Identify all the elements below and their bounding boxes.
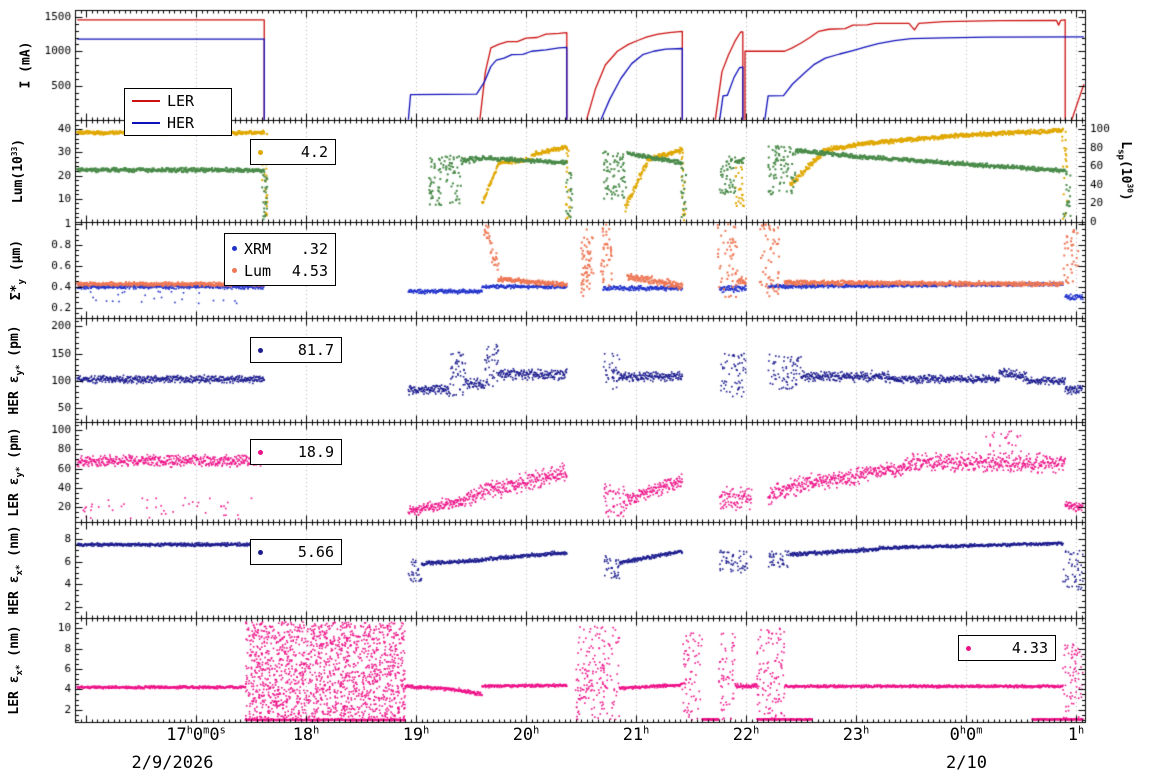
ler-ex-value: 4.33 [1011, 639, 1048, 657]
luminosity-legend: 4.2 [250, 139, 336, 165]
xtick-20h: 20h [512, 725, 540, 745]
lum-legend-label: Lum [244, 261, 272, 280]
xtick-1h: 1h [1067, 725, 1085, 745]
her-ey-legend: 81.7 [250, 337, 342, 363]
ler-ex-dot-icon [966, 645, 971, 651]
xrm-legend-value: .32 [300, 239, 328, 258]
xtick-23h: 23h [842, 725, 870, 745]
ler-ey-dot-icon [258, 449, 263, 455]
ler-ey-value: 18.9 [297, 443, 334, 461]
her-ex-value: 5.66 [297, 543, 334, 561]
her-legend-label: HER [167, 114, 195, 132]
sigma-y-legend: XRM .32 Lum 4.53 [224, 233, 336, 286]
ler-legend-label: LER [167, 92, 195, 110]
xtick-19h: 19h [402, 725, 430, 745]
current-legend: LER HER [124, 88, 232, 136]
xtick-18h: 18h [292, 725, 320, 745]
xtick-21h: 21h [622, 725, 650, 745]
xrm-dot-icon [232, 246, 237, 251]
ylabel-ler-ex: LER εx* (nm) [7, 625, 25, 715]
ylabel-sigma-y: Σ*y (μm) [9, 239, 27, 301]
lum-legend-value: 4.53 [291, 261, 328, 280]
ylabel-luminosity: Lum(1033) [9, 138, 27, 204]
her-ey-value: 81.7 [297, 341, 334, 359]
her-line-swatch [132, 122, 160, 124]
her-ey-dot-icon [258, 347, 263, 353]
ylabel-ler-ey: LER εy* (pm) [7, 427, 25, 517]
luminosity-dot-icon [258, 149, 263, 155]
lum-dot-icon [232, 268, 237, 273]
luminosity-value: 4.2 [300, 143, 328, 161]
xtick-22h: 22h [732, 725, 760, 745]
xtick-0h: 0h0m [949, 725, 983, 745]
her-ex-dot-icon [258, 549, 263, 555]
ler-line-swatch [132, 100, 160, 102]
ylabel-beam-current: I (mA) [18, 41, 34, 89]
ylabel-her-ex: HER εx* (nm) [7, 525, 25, 615]
date-label-start: 2/9/2026 [131, 753, 214, 773]
her-ex-legend: 5.66 [250, 539, 342, 565]
ler-ex-legend: 4.33 [958, 635, 1056, 661]
date-label-end: 2/10 [946, 753, 987, 773]
xrm-legend-label: XRM [244, 239, 272, 258]
xtick-17h: 17h0m0s [166, 725, 226, 745]
ylabel-specific-luminosity: Lsp(1030) [1115, 141, 1135, 201]
ylabel-her-ey: HER εy* (pm) [7, 325, 25, 415]
ler-ey-legend: 18.9 [250, 439, 342, 465]
